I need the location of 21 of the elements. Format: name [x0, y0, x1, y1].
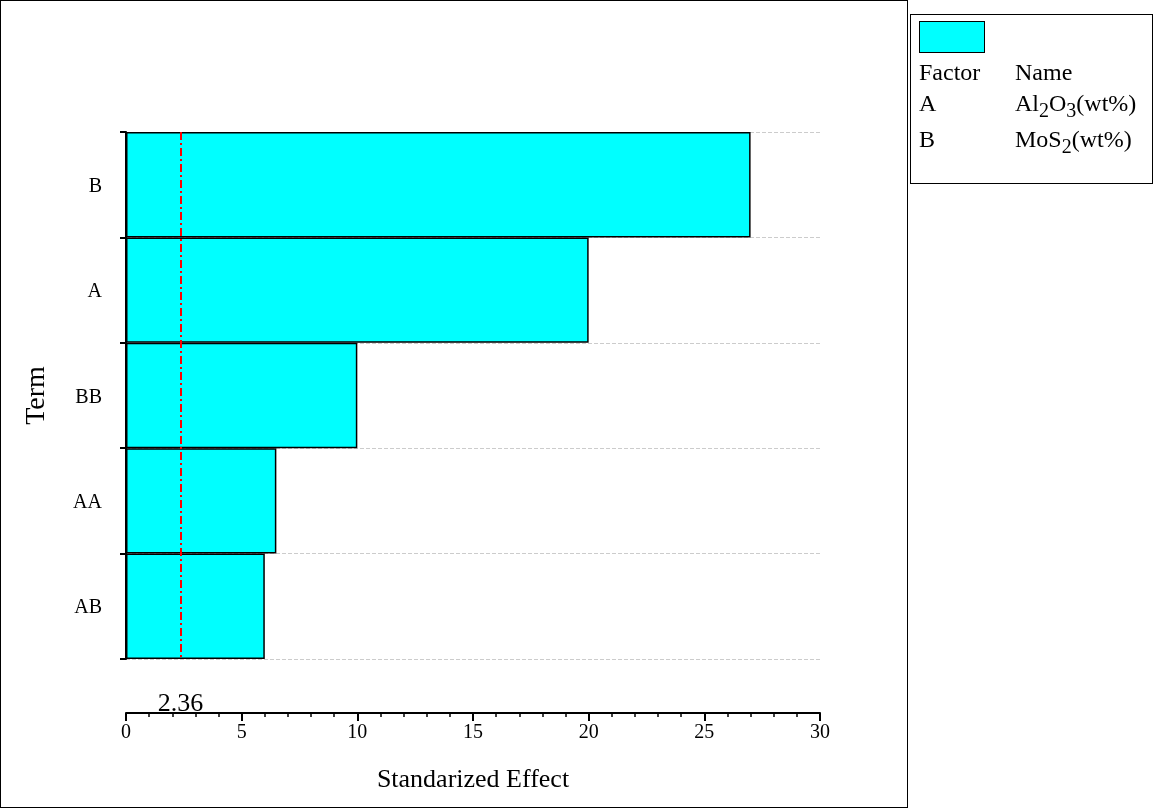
x-tick-label: 15: [463, 720, 483, 742]
y-tick-label: A: [87, 279, 103, 302]
text: MoS$_{2}$(wt%): [1015, 125, 1133, 158]
text: Name: [1015, 59, 1074, 86]
x-axis-title: Standarized Effect: [376, 763, 570, 793]
x-tick-label: 30: [810, 720, 830, 742]
x-tick-label: 10: [347, 720, 368, 742]
x-tick-label: 5: [236, 720, 247, 742]
text: Al$_{2}$O$_{3}$(wt%): [1015, 90, 1138, 122]
y-axis-title: Term: [18, 365, 50, 425]
x-tick-label: 20: [578, 720, 599, 742]
text: A: [919, 90, 938, 118]
x-tick-label: 25: [694, 720, 715, 742]
y-tick-label: AA: [73, 489, 103, 512]
text: Factor: [919, 59, 982, 86]
y-tick-label: B: [88, 173, 102, 196]
x-tick-label: 0: [121, 720, 131, 742]
y-tick-label: BB: [75, 384, 102, 407]
text: B: [919, 125, 936, 154]
ref-line-label: 2.36: [157, 687, 204, 717]
y-tick-label: AB: [74, 595, 102, 618]
